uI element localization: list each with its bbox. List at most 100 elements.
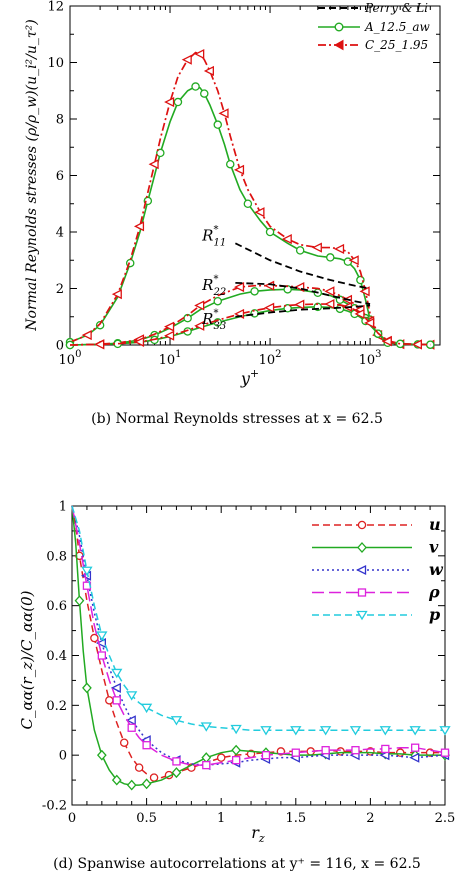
caption: (b) Normal Reynolds stresses at x = 62.5: [91, 411, 383, 427]
data-point: [164, 321, 175, 332]
data-point: [381, 336, 392, 347]
data-point: [231, 744, 241, 756]
legend-label-c: C_25_1.95: [365, 38, 428, 52]
reynolds-stress-chart: 100 101 102 103 0 2 4 6 8 10 12 R* 11 R* 22 R* 33 Norm…: [24, 0, 441, 427]
data-point: [326, 253, 335, 262]
y-tick-label: 12: [47, 0, 64, 15]
y-axis-label: C_αα(r_z)/C_αα(0): [18, 590, 36, 729]
data-point: [202, 760, 211, 770]
legend-item: w: [312, 560, 444, 579]
y-tick-label: 0.8: [46, 549, 67, 564]
data-point: [142, 741, 151, 750]
y-tick-label: 0.2: [46, 699, 67, 714]
data-point: [290, 726, 302, 736]
autocorrelation-chart: 0 0.5 1 1.5 2 2.5 -0.200.20.40.60.81 C_αα(r_z…: [18, 500, 455, 873]
legend-label: v: [429, 538, 439, 557]
data-point: [126, 779, 137, 791]
data-point: [359, 286, 370, 297]
series-layer: [71, 505, 451, 791]
x-tick-label: 103: [359, 349, 382, 368]
series-R22-Perry: [235, 281, 371, 305]
x-axis-label: y+: [240, 367, 259, 388]
caption: (d) Spanwise autocorrelations at y⁺ = 11…: [53, 856, 421, 872]
data-point: [243, 199, 253, 208]
series-line: [71, 505, 446, 766]
data-point: [173, 97, 183, 107]
data-point: [439, 726, 451, 736]
data-point: [231, 756, 241, 765]
data-point: [141, 778, 152, 790]
x-tick-label: 2.5: [435, 811, 456, 826]
data-point: [356, 275, 365, 285]
data-point: [110, 682, 121, 693]
plot-frame: [71, 505, 446, 806]
legend-item: p: [312, 605, 440, 624]
legend-marker: [357, 542, 367, 553]
series-line: [69, 51, 431, 346]
data-point: [233, 282, 245, 293]
x-axis-label-sub: z: [258, 832, 265, 845]
series-layer: [65, 48, 435, 350]
data-point: [164, 96, 175, 108]
data-point: [409, 726, 421, 736]
series-line: [69, 306, 431, 346]
y-tick-label: 0.6: [46, 599, 67, 614]
data-point: [81, 330, 92, 341]
legend-label-perry: Perry & Li: [364, 1, 428, 15]
legend-marker: [356, 564, 367, 576]
data-point: [265, 227, 275, 237]
data-point: [200, 722, 212, 732]
y-tick-label: 0.4: [46, 649, 67, 664]
series-R33-C: [69, 298, 431, 350]
y-tick-label: 4: [56, 226, 64, 241]
series-line: [71, 505, 445, 779]
data-point: [379, 750, 390, 761]
data-point: [216, 753, 226, 762]
legend-label: u: [429, 515, 441, 534]
curve-annotation: R* 33: [201, 308, 226, 332]
legend-marker-a: [334, 22, 344, 32]
series-R33-Perry: [235, 304, 371, 318]
x-tick-label: 2: [366, 811, 374, 826]
data-point: [379, 726, 391, 736]
data-point: [250, 287, 259, 296]
data-point: [111, 774, 122, 786]
annotations: R* 11 R* 22 R* 33: [201, 224, 226, 331]
data-point: [140, 703, 153, 714]
data-point: [319, 726, 332, 736]
y-tick-label: 10: [47, 56, 64, 71]
data-point: [294, 299, 305, 310]
legend-item: u: [312, 515, 441, 534]
curve-annotation: R* 22: [201, 274, 226, 298]
data-point: [213, 296, 223, 306]
data-point: [94, 339, 105, 350]
legend: Perry & Li A_12.5_aw C_25_1.95: [318, 1, 431, 52]
x-ticks: 100 101 102 103: [59, 6, 441, 368]
legend-marker: [357, 588, 367, 597]
x-tick-label: 0.5: [136, 811, 157, 826]
y-tick-label: 1: [59, 500, 67, 515]
x-tick-label: 102: [259, 349, 282, 368]
data-point: [354, 308, 365, 319]
y-tick-label: -0.2: [42, 799, 67, 814]
y-axis-label: Normal Reynolds stresses (ρ/ρ_w)(u_i²/u_…: [24, 19, 40, 331]
y-tick-label: 2: [56, 282, 64, 297]
x-tick-label: 1: [217, 811, 225, 826]
data-point: [395, 748, 405, 757]
data-point: [226, 159, 235, 169]
data-point: [349, 726, 362, 736]
data-point: [395, 339, 405, 349]
y-tick-label: 0: [59, 749, 67, 764]
data-point: [105, 696, 114, 705]
data-point: [191, 82, 200, 91]
series-line: [235, 304, 371, 318]
data-point: [111, 289, 122, 300]
data-point: [181, 54, 192, 65]
series-R11-C: [69, 48, 435, 350]
data-point: [194, 300, 205, 311]
data-point: [336, 747, 345, 756]
x-tick-label: 100: [59, 349, 82, 368]
y-ticks: 0 2 4 6 8 10 12: [47, 0, 440, 354]
legend-marker: [356, 610, 368, 621]
